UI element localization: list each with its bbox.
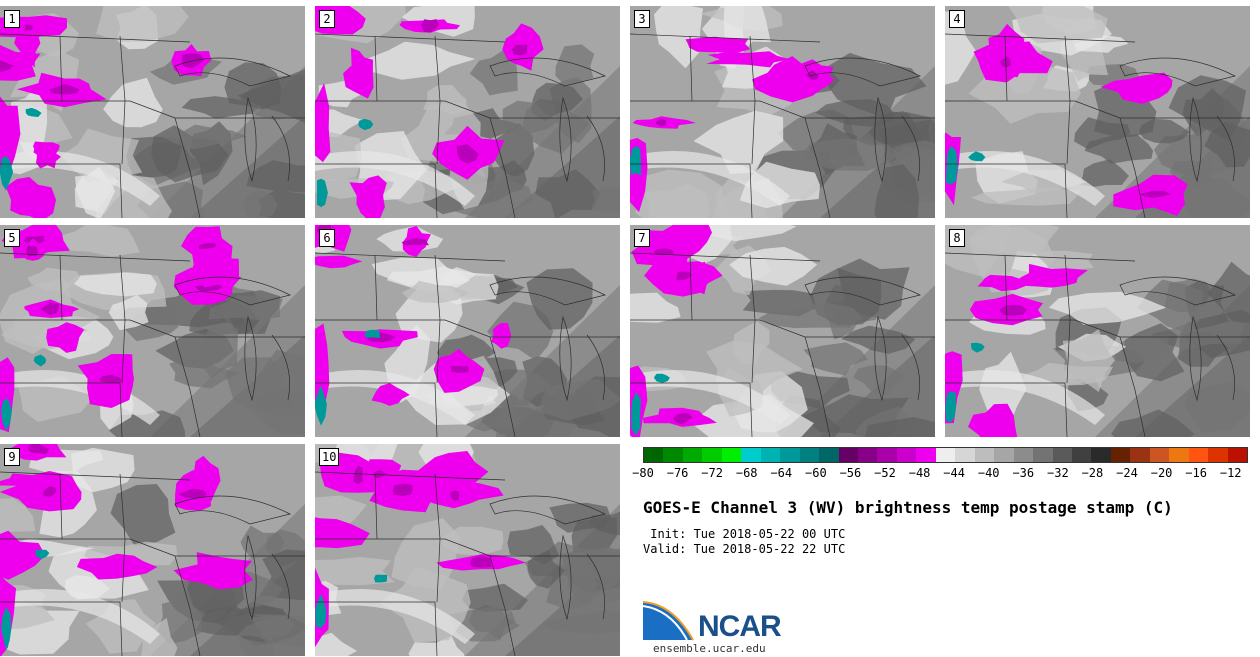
colorbar-segment (799, 448, 820, 462)
postage-stamp-panel-9: 9 (0, 444, 305, 656)
colorbar-segment (1110, 448, 1131, 462)
colorbar-tick-label: −80 (632, 466, 654, 480)
postage-stamp-panel-3: 3 (630, 6, 935, 218)
colorbar-tick-label: −64 (770, 466, 793, 480)
colorbar-tick-label: −44 (943, 466, 965, 480)
colorbar-tick-label: −68 (735, 466, 758, 480)
panel-number-label: 4 (949, 10, 965, 28)
colorbar-tick-label: −56 (839, 466, 862, 480)
colorbar-segment (838, 448, 858, 462)
postage-stamp-panel-5: 5 (0, 225, 305, 437)
colorbar-segment (877, 448, 897, 462)
colorbar-tick-label: −72 (701, 466, 723, 480)
postage-stamp-panel-4: 4 (945, 6, 1250, 218)
panel-number-label: 3 (634, 10, 650, 28)
colorbar-tick-label: −48 (908, 466, 931, 480)
colorbar (643, 447, 1248, 463)
map-image (315, 225, 620, 437)
colorbar-segment (663, 448, 683, 462)
map-image (945, 6, 1250, 218)
colorbar-segment (721, 448, 742, 462)
colorbar-segment (935, 448, 956, 462)
colorbar-tick-label: −28 (1081, 466, 1104, 480)
colorbar-tick-label: −36 (1012, 466, 1035, 480)
map-image (0, 6, 305, 218)
colorbar-segment (1149, 448, 1170, 462)
ncar-wordmark: NCAR (698, 610, 782, 643)
colorbar-segment (780, 448, 800, 462)
colorbar-segment (1130, 448, 1150, 462)
colorbar-segment (1013, 448, 1034, 462)
colorbar-tick-label: −20 (1150, 466, 1173, 480)
init-time: Init: Tue 2018-05-22 00 UTC (643, 527, 846, 541)
postage-stamp-panel-10: 10 (315, 444, 620, 656)
colorbar-segment (1208, 448, 1228, 462)
panel-number-label: 7 (634, 229, 650, 247)
colorbar-ticks: −80 −76 −72 −68 −64 −60 −56 −52 −48 −44 −40 −36 −32−… (632, 466, 1248, 482)
colorbar-tick-label: −40 (977, 466, 1000, 480)
panel-number-label: 9 (4, 448, 20, 466)
panel-number-label: 8 (949, 229, 965, 247)
postage-stamp-panel-2: 2 (315, 6, 620, 218)
valid-time: Valid: Tue 2018-05-22 22 UTC (643, 542, 846, 556)
colorbar-segment (760, 448, 781, 462)
panel-number-label: 1 (4, 10, 20, 28)
map-image (630, 225, 935, 437)
colorbar-segment (1033, 448, 1053, 462)
colorbar-segment (1052, 448, 1072, 462)
colorbar-segment (916, 448, 936, 462)
map-image (0, 225, 305, 437)
colorbar-segment (702, 448, 722, 462)
map-image (945, 225, 1250, 437)
colorbar-segment (1188, 448, 1209, 462)
colorbar-tick-label: −76 (666, 466, 689, 480)
colorbar-segment (857, 448, 878, 462)
postage-stamp-panel-8: 8 (945, 225, 1250, 437)
colorbar-tick-label: −32 (1047, 466, 1069, 480)
postage-stamp-panel-6: 6 (315, 225, 620, 437)
map-image (315, 444, 620, 656)
colorbar-segment (974, 448, 995, 462)
ensemble-url: ensemble.ucar.edu (653, 642, 766, 655)
panel-number-label: 2 (319, 10, 335, 28)
colorbar-tick-label: −24 (1116, 466, 1138, 480)
colorbar-segment (1169, 448, 1189, 462)
colorbar-segment (896, 448, 917, 462)
figure-title: GOES-E Channel 3 (WV) brightness temp po… (643, 498, 1173, 517)
postage-stamp-panel-7: 7 (630, 225, 935, 437)
colorbar-segment (682, 448, 703, 462)
colorbar-segment (741, 448, 761, 462)
map-image (0, 444, 305, 656)
colorbar-segment (955, 448, 975, 462)
colorbar-tick-label: −12 (1219, 466, 1242, 480)
colorbar-segment (644, 448, 664, 462)
map-image (315, 6, 620, 218)
colorbar-segment (1071, 448, 1092, 462)
colorbar-segment (1091, 448, 1111, 462)
colorbar-segment (994, 448, 1014, 462)
colorbar-segment (1227, 448, 1248, 462)
ncar-swoosh-icon (642, 601, 694, 641)
panel-number-label: 5 (4, 229, 20, 247)
panel-number-label: 6 (319, 229, 335, 247)
map-image (630, 6, 935, 218)
panel-number-label: 10 (319, 448, 340, 466)
colorbar-tick-label: −52 (874, 466, 896, 480)
colorbar-tick-label: −60 (805, 466, 827, 480)
postage-stamp-panel-1: 1 (0, 6, 305, 218)
colorbar-tick-label: −16 (1185, 466, 1207, 480)
colorbar-segment (819, 448, 839, 462)
ncar-logo: NCAR ensemble.ucar.edu (642, 600, 803, 656)
